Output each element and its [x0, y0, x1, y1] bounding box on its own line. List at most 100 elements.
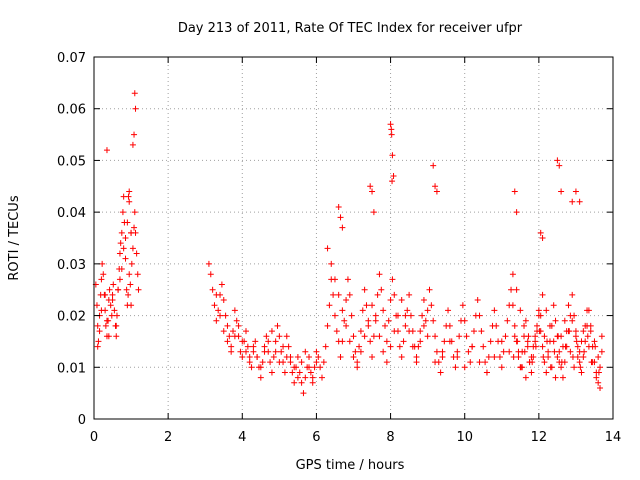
data-point	[357, 348, 364, 355]
data-point	[476, 312, 483, 319]
data-point	[283, 333, 290, 340]
data-point	[313, 348, 320, 355]
data-point	[118, 229, 125, 236]
data-points	[92, 90, 605, 397]
data-point	[361, 286, 368, 293]
data-point	[574, 343, 581, 350]
data-point	[254, 353, 261, 360]
data-point	[398, 297, 405, 304]
data-point	[113, 322, 120, 329]
data-point	[207, 271, 214, 278]
data-point	[343, 297, 350, 304]
data-point	[454, 353, 461, 360]
data-point	[432, 333, 439, 340]
data-point	[569, 291, 576, 298]
data-point	[218, 281, 225, 288]
data-point	[306, 353, 313, 360]
data-point	[417, 338, 424, 345]
data-point	[511, 188, 518, 195]
data-point	[598, 348, 605, 355]
data-point	[439, 353, 446, 360]
data-point	[539, 343, 546, 350]
data-point	[356, 343, 363, 350]
data-point	[585, 343, 592, 350]
y-tick-label: 0.04	[57, 206, 86, 221]
data-point	[350, 333, 357, 340]
data-point	[380, 348, 387, 355]
data-point	[544, 338, 551, 345]
y-tick-label: 0.01	[57, 361, 86, 376]
data-point	[510, 353, 517, 360]
data-point	[126, 198, 133, 205]
data-point	[335, 203, 342, 210]
x-tick-label: 8	[386, 430, 394, 445]
data-point	[117, 240, 124, 247]
data-point	[550, 302, 557, 309]
data-point	[265, 338, 272, 345]
data-point	[554, 157, 561, 164]
data-point	[380, 307, 387, 314]
data-point	[291, 379, 298, 386]
data-point	[571, 312, 578, 319]
data-point	[242, 348, 249, 355]
data-point	[522, 374, 529, 381]
data-point	[343, 322, 350, 329]
data-point	[521, 348, 528, 355]
data-point	[493, 322, 500, 329]
data-point	[94, 343, 101, 350]
data-point	[478, 328, 485, 335]
data-point	[285, 343, 292, 350]
axis-ticks: 0 2 4 6 8 10 12 14 0 0.01 0.02 0.03 0.04 0.05 0.06 0.07	[57, 51, 621, 445]
data-point	[376, 271, 383, 278]
data-point	[205, 260, 212, 267]
x-tick-label: 2	[164, 430, 172, 445]
data-point	[524, 343, 531, 350]
data-point	[341, 317, 348, 324]
data-point	[222, 312, 229, 319]
y-tick-label: 0.02	[57, 310, 86, 325]
data-point	[98, 276, 105, 283]
data-point	[116, 276, 123, 283]
data-point	[534, 322, 541, 329]
data-point	[576, 359, 583, 366]
data-point	[556, 162, 563, 169]
data-point	[433, 188, 440, 195]
data-point	[540, 353, 547, 360]
data-point	[246, 359, 253, 366]
data-point	[539, 291, 546, 298]
data-point	[595, 353, 602, 360]
data-point	[588, 359, 595, 366]
data-point	[346, 291, 353, 298]
data-point	[522, 317, 529, 324]
data-point	[584, 333, 591, 340]
data-point	[509, 302, 516, 309]
data-point	[504, 317, 511, 324]
data-point	[572, 333, 579, 340]
data-point	[578, 369, 585, 376]
data-point	[572, 188, 579, 195]
data-point	[126, 188, 133, 195]
data-point	[102, 322, 109, 329]
data-point	[396, 343, 403, 350]
data-point	[287, 353, 294, 360]
data-point	[276, 359, 283, 366]
data-point	[261, 348, 268, 355]
data-point	[402, 312, 409, 319]
data-point	[103, 147, 110, 154]
data-point	[354, 364, 361, 371]
data-point	[593, 374, 600, 381]
data-point	[339, 224, 346, 231]
data-point	[576, 198, 583, 205]
data-point	[268, 369, 275, 376]
data-point	[237, 348, 244, 355]
data-point	[389, 276, 396, 283]
data-point	[363, 302, 370, 309]
data-point	[331, 276, 338, 283]
x-tick-label: 4	[238, 430, 246, 445]
data-point	[287, 359, 294, 366]
data-point	[122, 235, 129, 241]
data-point	[518, 364, 525, 371]
data-point	[230, 328, 237, 335]
grid-lines	[94, 57, 613, 419]
